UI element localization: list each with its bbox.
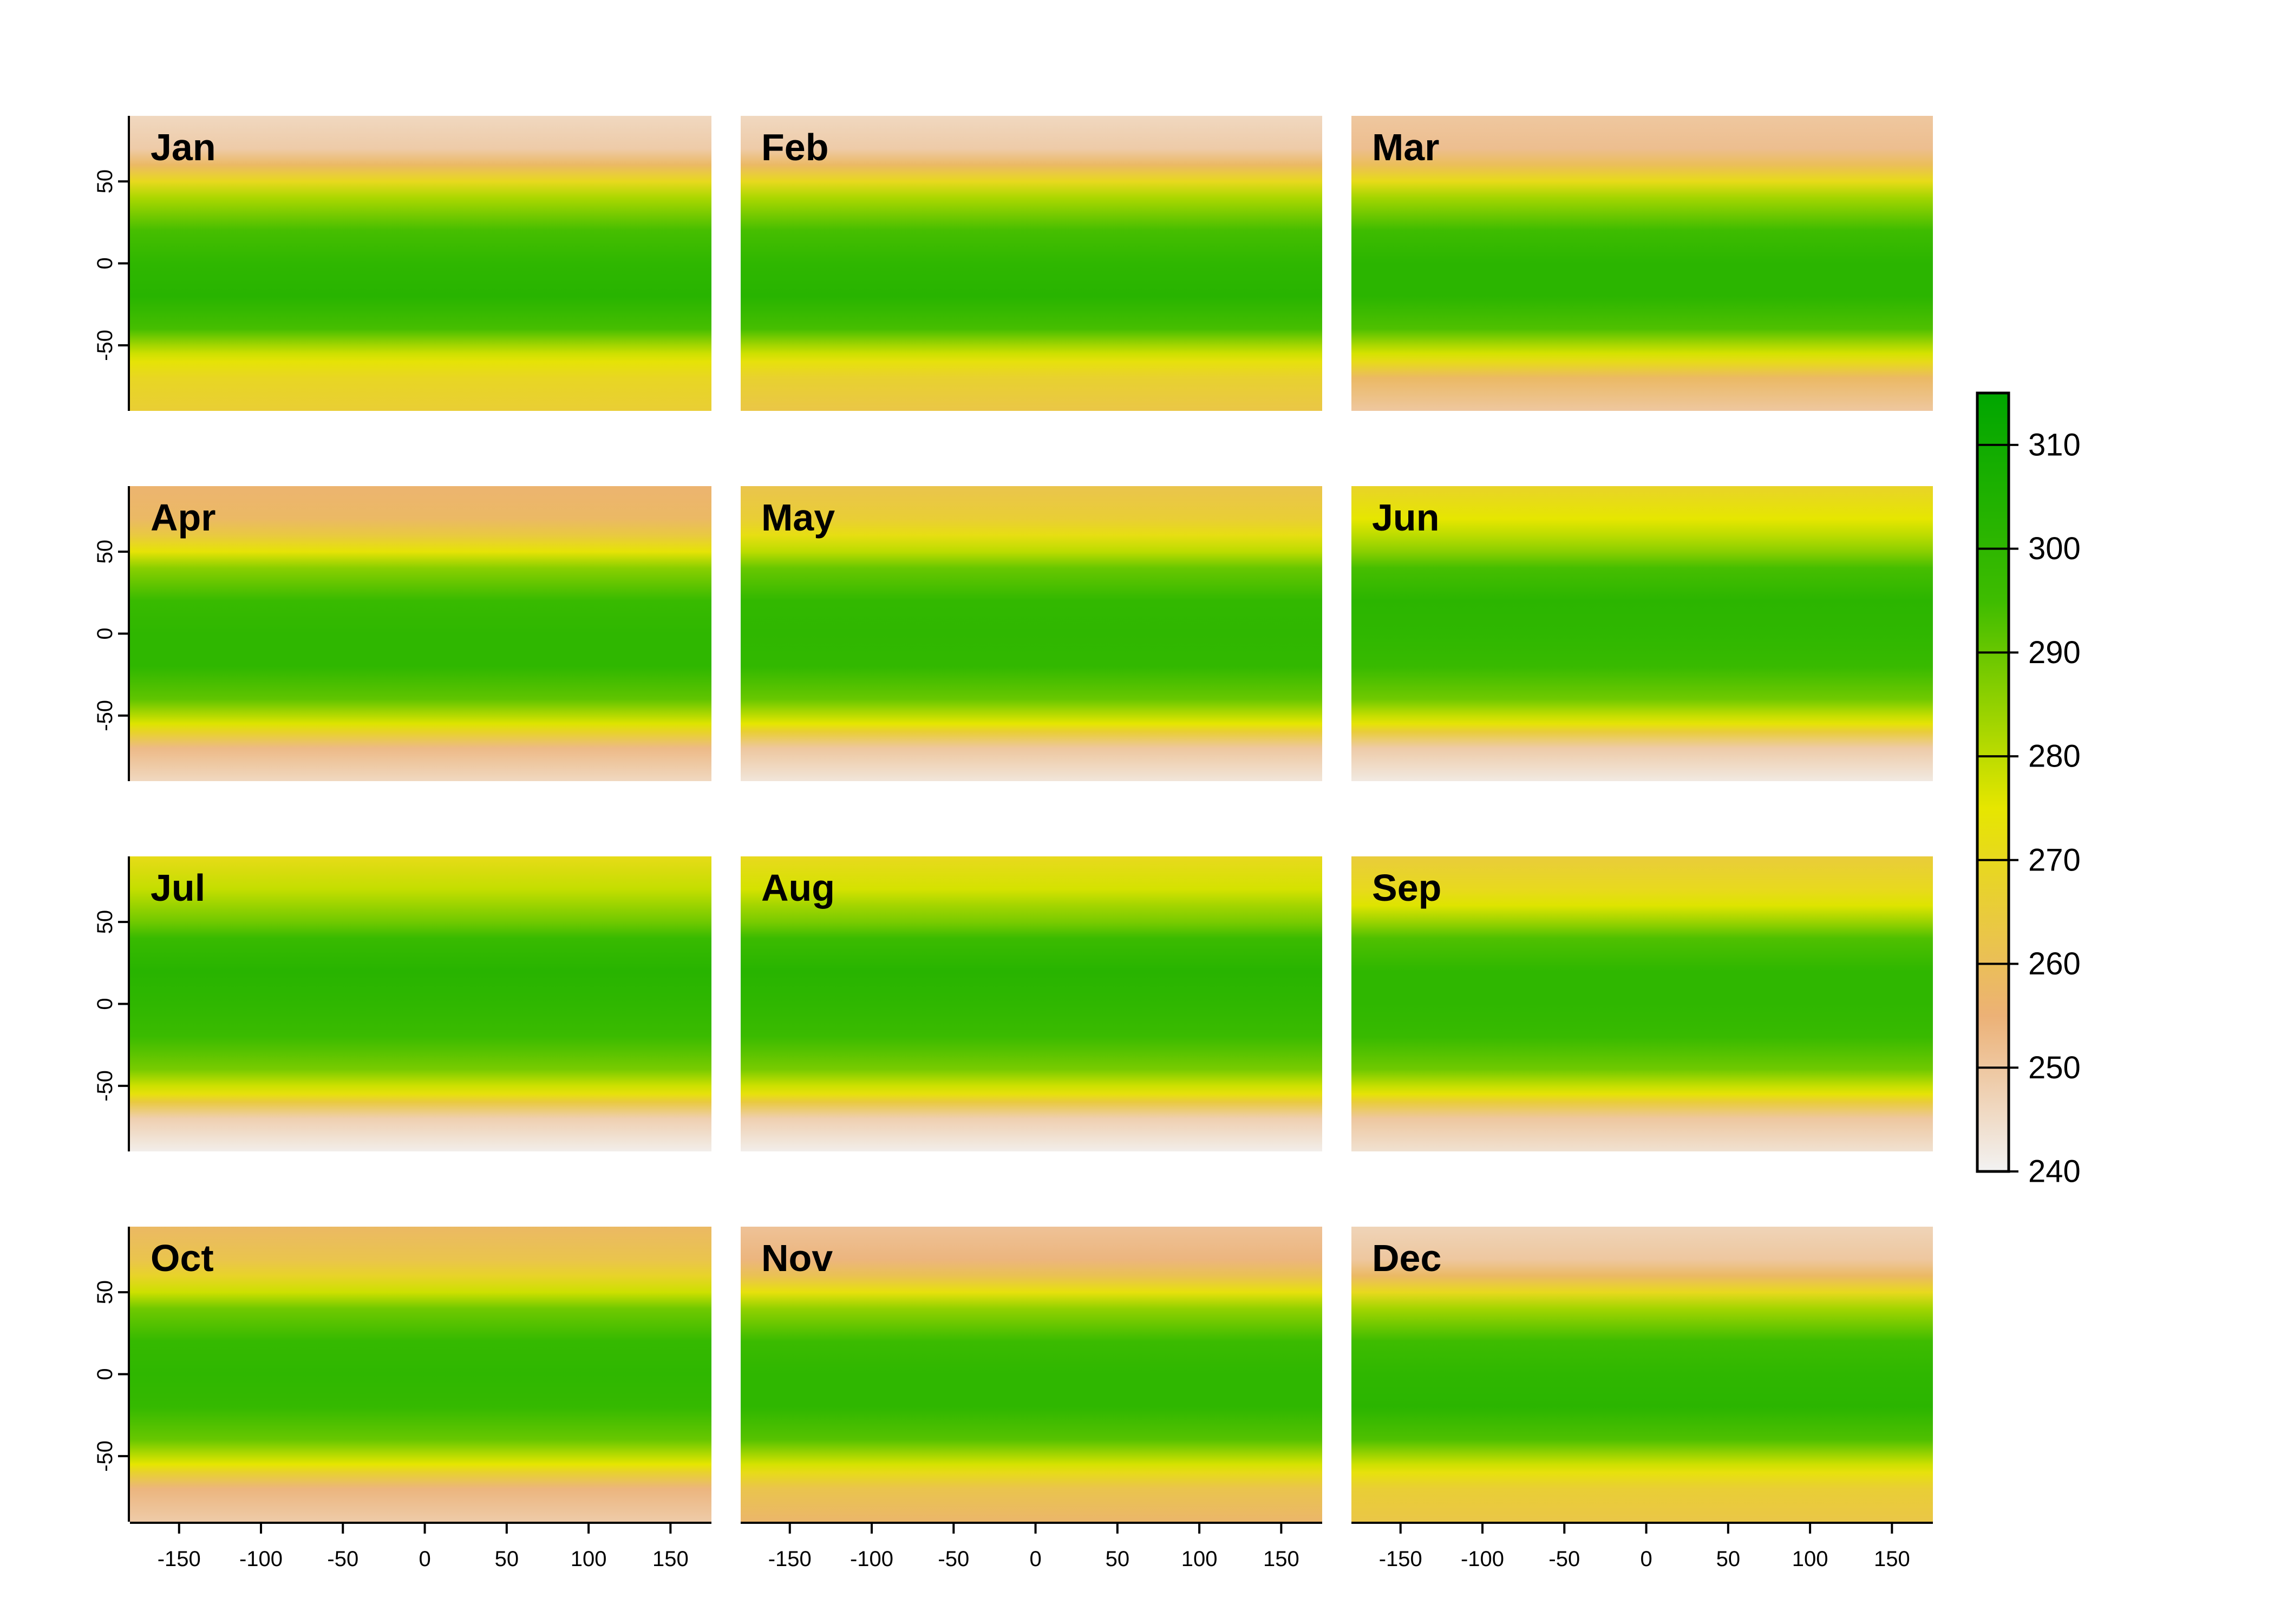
panel-title: Sep xyxy=(1372,867,1441,909)
colorbar-tick-label: 280 xyxy=(2028,739,2081,774)
y-tick-label: -50 xyxy=(93,330,117,361)
temperature-raster xyxy=(741,856,1322,1151)
colorbar-tick-label: 290 xyxy=(2028,635,2081,670)
x-tick-label: -150 xyxy=(1379,1547,1422,1571)
x-tick-label: -100 xyxy=(850,1547,893,1571)
colorbar-tick-label: 310 xyxy=(2028,427,2081,462)
map-panel-aug: Aug xyxy=(741,856,1322,1151)
map-panel-jun: Jun xyxy=(1351,486,1933,781)
y-tick-label: 50 xyxy=(93,540,117,564)
x-tick-label: -50 xyxy=(1548,1547,1580,1571)
colorbar-tick-label: 240 xyxy=(2028,1154,2081,1189)
panel-title: Dec xyxy=(1372,1237,1441,1279)
x-tick-label: 50 xyxy=(1106,1547,1130,1571)
map-panel-mar: Mar xyxy=(1351,116,1933,411)
map-panel-jul: Jul 50 0 -50 xyxy=(93,856,711,1151)
y-tick-label: 0 xyxy=(93,998,117,1010)
colorbar-tick-label: 260 xyxy=(2028,946,2081,981)
temperature-raster xyxy=(1351,486,1933,781)
colorbar-tick-label: 300 xyxy=(2028,531,2081,566)
x-tick-label: 100 xyxy=(1792,1547,1828,1571)
panel-title: May xyxy=(761,496,835,539)
panel-title: Mar xyxy=(1372,126,1439,168)
temperature-raster xyxy=(1351,856,1933,1151)
map-panel-jan: Jan 50 0 -50 xyxy=(93,116,711,411)
panel-title: Apr xyxy=(151,496,216,539)
x-tick-label: -150 xyxy=(158,1547,201,1571)
panel-title: Jul xyxy=(151,867,205,909)
x-tick-label: 50 xyxy=(495,1547,519,1571)
temperature-raster xyxy=(130,1227,711,1522)
temperature-raster xyxy=(1351,116,1933,411)
y-tick-label: 0 xyxy=(93,627,117,639)
x-tick-label: 150 xyxy=(652,1547,689,1571)
colorbar-tick-label: 270 xyxy=(2028,842,2081,878)
y-tick-label: 0 xyxy=(93,257,117,269)
x-tick-label: 150 xyxy=(1874,1547,1910,1571)
panel-title: Feb xyxy=(761,126,828,168)
temperature-raster xyxy=(130,856,711,1151)
map-panel-apr: Apr 50 0 -50 xyxy=(93,486,711,781)
map-panel-nov: Nov -150 -100 -50 0 50 100 150 xyxy=(741,1227,1322,1571)
map-panel-oct: Oct 50 0 -50 -150 -100 -50 0 50 100 150 xyxy=(93,1227,711,1571)
x-tick-label: 100 xyxy=(571,1547,607,1571)
temperature-raster xyxy=(1351,1227,1933,1522)
y-tick-label: 50 xyxy=(93,169,117,194)
y-tick-label: 50 xyxy=(93,1280,117,1305)
x-tick-label: -100 xyxy=(239,1547,283,1571)
panel-title: Nov xyxy=(761,1237,833,1279)
y-tick-label: 0 xyxy=(93,1368,117,1380)
x-tick-label: 150 xyxy=(1263,1547,1299,1571)
panel-title: Oct xyxy=(151,1237,214,1279)
x-tick-label: -150 xyxy=(768,1547,812,1571)
panel-title: Jan xyxy=(151,126,216,168)
y-tick-label: -50 xyxy=(93,1070,117,1102)
x-tick-label: -50 xyxy=(327,1547,358,1571)
x-tick-label: -100 xyxy=(1461,1547,1504,1571)
temperature-raster xyxy=(741,1227,1322,1522)
map-panel-sep: Sep xyxy=(1351,856,1933,1151)
x-tick-label: 100 xyxy=(1181,1547,1218,1571)
colorbar-tick-label: 250 xyxy=(2028,1050,2081,1085)
y-tick-label: -50 xyxy=(93,1440,117,1472)
map-panel-feb: Feb xyxy=(741,116,1322,411)
temperature-raster xyxy=(741,116,1322,411)
y-tick-label: 50 xyxy=(93,910,117,934)
x-tick-label: 0 xyxy=(1029,1547,1041,1571)
x-tick-label: 0 xyxy=(1640,1547,1652,1571)
temperature-raster xyxy=(130,486,711,781)
x-tick-label: 50 xyxy=(1716,1547,1741,1571)
map-panel-may: May xyxy=(741,486,1322,781)
x-tick-label: 0 xyxy=(419,1547,430,1571)
panel-title: Aug xyxy=(761,867,835,909)
map-panel-dec: Dec -150 -100 -50 0 50 100 150 xyxy=(1351,1227,1933,1571)
panel-title: Jun xyxy=(1372,496,1439,539)
y-tick-label: -50 xyxy=(93,700,117,731)
temperature-raster xyxy=(741,486,1322,781)
temperature-raster xyxy=(130,116,711,411)
colorbar-legend: 310 300 290 280 270 260 250 240 xyxy=(1976,391,2081,1189)
colorbar-ramp xyxy=(1976,391,2010,1173)
x-tick-label: -50 xyxy=(938,1547,969,1571)
